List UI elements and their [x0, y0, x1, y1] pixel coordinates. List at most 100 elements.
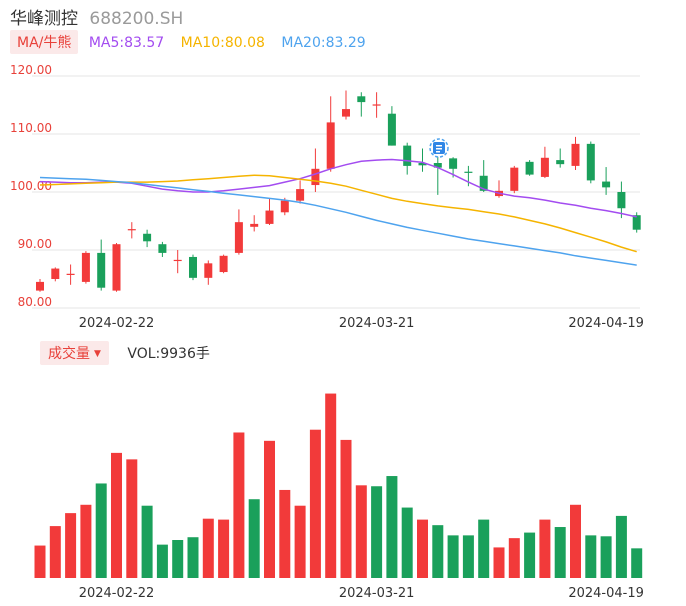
- candle-body: [158, 244, 167, 253]
- candle-body: [571, 143, 580, 166]
- candle: [234, 209, 243, 255]
- volume-bar: [202, 518, 214, 578]
- volume-bar: [49, 526, 61, 578]
- candle: [265, 198, 274, 226]
- candle: [51, 267, 60, 282]
- candle-body: [36, 281, 44, 291]
- candle-body: [112, 244, 121, 291]
- price-date-axis: 2024-02-22 2024-03-21 2024-04-19: [79, 316, 644, 331]
- volume-bar: [65, 513, 77, 578]
- volume-bar: [371, 486, 383, 578]
- candle: [571, 136, 580, 170]
- candle-body: [204, 263, 213, 278]
- date-tick-label: 2024-02-22: [79, 586, 155, 601]
- volume-bar: [524, 532, 536, 578]
- event-marker-glyph-line: [436, 151, 440, 153]
- candle: [403, 142, 412, 175]
- candle: [36, 279, 44, 292]
- candle-body: [189, 256, 197, 278]
- volume-bar: [493, 547, 505, 578]
- volume-bar: [631, 548, 643, 578]
- volume-bar: [279, 489, 291, 578]
- stock-code: 688200.SH: [89, 9, 184, 29]
- ma5-line: [39, 158, 637, 218]
- candle: [143, 229, 152, 248]
- candle-body: [51, 268, 60, 279]
- candle-body: [449, 158, 458, 169]
- volume-bar: [600, 536, 612, 578]
- date-tick-label: 2024-03-21: [339, 316, 415, 331]
- candle: [219, 254, 228, 274]
- volume-bar: [80, 504, 92, 578]
- volume-value: VOL:9936手: [127, 346, 210, 362]
- volume-bar: [539, 519, 551, 578]
- candle: [556, 148, 565, 168]
- candle-body: [296, 189, 305, 201]
- volume-bar: [401, 507, 413, 578]
- ma20-line: [39, 176, 637, 266]
- volume-date-axis: 2024-02-22 2024-03-21 2024-04-19: [79, 586, 644, 601]
- price-tick-label: 120.00: [10, 63, 52, 77]
- price-tick-label: 80.00: [18, 295, 52, 309]
- ma-toggle-button[interactable]: MA/牛熊: [10, 30, 79, 54]
- ma-legend: MA/牛熊 MA5:83.57 MA10:80.08 MA20:83.29: [10, 30, 366, 54]
- candle-body: [556, 160, 565, 165]
- date-tick-label: 2024-04-19: [568, 316, 644, 331]
- candle: [602, 167, 611, 195]
- candle: [525, 160, 534, 176]
- volume-bar: [34, 545, 46, 578]
- candle-body: [525, 161, 534, 175]
- event-marker[interactable]: [429, 138, 449, 158]
- candle-body: [234, 222, 243, 253]
- candle-body: [617, 192, 626, 209]
- ma5-label: MA5:83.57: [88, 35, 165, 51]
- volume-bar: [478, 519, 490, 578]
- candle: [387, 106, 396, 146]
- candle: [357, 92, 366, 117]
- volume-bar: [570, 504, 581, 578]
- candle-body: [250, 223, 259, 227]
- candle-body: [387, 113, 396, 146]
- candle: [173, 250, 182, 274]
- price-tick-label: 110.00: [10, 121, 52, 135]
- ma20-label: MA20:83.29: [281, 35, 366, 51]
- candle: [250, 215, 259, 232]
- candle: [433, 154, 442, 195]
- candle-body: [326, 122, 335, 169]
- date-tick-label: 2024-02-22: [79, 316, 155, 331]
- candle-body: [540, 157, 549, 177]
- candle: [204, 260, 213, 285]
- volume-legend: 成交量 ▼ VOL:9936手: [40, 341, 210, 365]
- candle-body: [510, 167, 519, 191]
- candle: [617, 181, 626, 219]
- volume-bar: [340, 439, 352, 578]
- event-marker-glyph-line: [436, 148, 442, 150]
- volume-bar: [264, 440, 275, 578]
- volume-bar: [585, 535, 597, 578]
- candle: [632, 212, 641, 233]
- volume-bar: [233, 432, 245, 578]
- candle: [97, 239, 106, 291]
- price-tick-label: 90.00: [18, 237, 52, 251]
- candle: [326, 96, 335, 172]
- candle-body: [66, 273, 75, 275]
- candle-body: [280, 200, 289, 213]
- price-grid: [32, 75, 640, 309]
- candle: [127, 222, 136, 239]
- candle-body: [81, 252, 90, 282]
- candle-body: [403, 145, 412, 166]
- candlestick-series: [36, 90, 641, 292]
- volume-bar: [294, 505, 306, 578]
- candle-body: [311, 168, 320, 186]
- candle: [479, 160, 488, 192]
- volume-bar: [325, 393, 337, 578]
- volume-indicator-dropdown[interactable]: 成交量 ▼: [40, 341, 109, 365]
- candle-body: [127, 229, 136, 231]
- volume-bar: [554, 527, 566, 578]
- date-tick-label: 2024-04-19: [568, 586, 644, 601]
- volume-bar: [417, 519, 428, 578]
- candle-body: [143, 233, 152, 242]
- stock-title: 华峰测控 688200.SH: [10, 4, 183, 29]
- candle: [342, 90, 350, 120]
- candle-body: [265, 210, 274, 224]
